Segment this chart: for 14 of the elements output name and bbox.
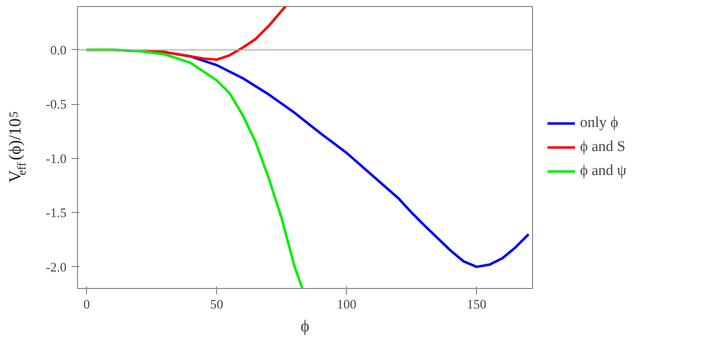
legend-label: ϕ and S bbox=[580, 138, 626, 156]
y-tick-label: -1.5 bbox=[46, 205, 67, 220]
legend-label: ϕ and ψ bbox=[580, 162, 626, 180]
x-axis-title: ϕ bbox=[300, 316, 310, 336]
x-tick-label: 100 bbox=[336, 296, 356, 312]
y-axis-title: Veff(ϕ)/105 bbox=[6, 111, 28, 183]
x-tick-label: 0 bbox=[83, 296, 90, 312]
y-tick-label: -1.0 bbox=[46, 150, 67, 166]
x-tick-label: 50 bbox=[210, 296, 224, 312]
legend-label: only ϕ bbox=[580, 114, 618, 132]
y-tick-label: -2.0 bbox=[46, 259, 67, 274]
x-tick-label: 150 bbox=[466, 296, 486, 312]
y-tick-label: -0.5 bbox=[46, 96, 67, 112]
y-tick-label: 0.0 bbox=[50, 42, 66, 58]
